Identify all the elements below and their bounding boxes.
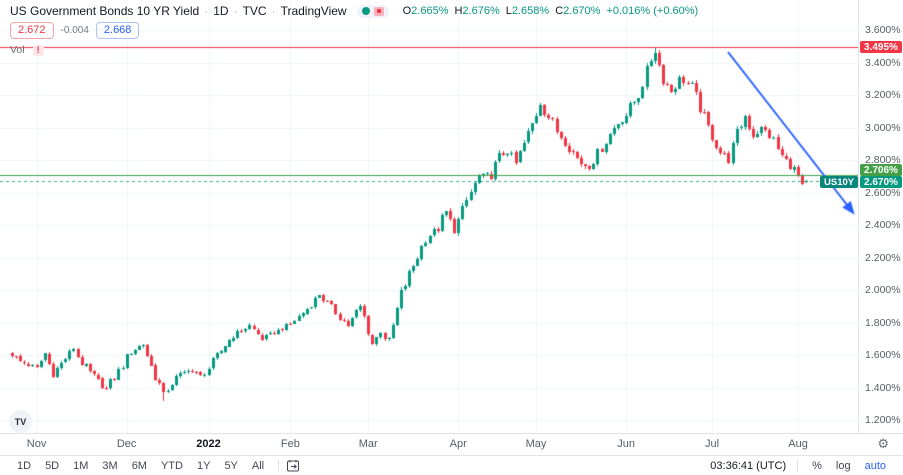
time-axis-tick-jun: Jun [617,438,635,450]
high-label: H [454,5,463,17]
time-axis-tick-dec: Dec [116,438,137,450]
price-axis-tick: 1.800% [865,316,901,329]
provider-label: TradingView [280,4,347,18]
log-scale-button[interactable]: log [835,459,851,472]
tradingview-watermark-logo: TV [9,410,32,433]
range-button-5y[interactable]: 5Y [224,459,238,472]
range-button-ytd[interactable]: YTD [160,459,183,472]
open-value: 2.665% [411,5,449,17]
time-axis-tick-apr: Apr [449,438,467,450]
market-status-pill[interactable] [356,4,389,18]
time-axis-tick-2022: 2022 [196,438,221,450]
price-axis-tick: 1.200% [865,414,901,426]
price-axis-tick: 2.800% [865,154,901,166]
symbol-price-chip: US10Y [820,176,859,189]
divider [797,459,799,472]
time-axis-tick-nov: Nov [26,438,47,450]
divider [278,459,280,472]
range-button-3m[interactable]: 3M [102,459,118,472]
range-button-5d[interactable]: 5D [45,459,60,472]
interval-label[interactable]: 1D [213,4,229,18]
current-price-badge: 2.670% [860,176,902,189]
high-value: 2.676% [462,5,500,17]
symbol-title-row[interactable]: US Government Bonds 10 YR Yield · 1D · T… [10,4,704,18]
change-value: +0.016% (+0.60%) [606,5,699,17]
green-level-price-badge: 2.706% [860,164,902,177]
price-axis[interactable]: 3.495% 2.706% 2.670% 3.600% 3.400% 3.200% 3… [858,0,903,433]
range-button-1d[interactable]: 1D [17,459,32,472]
time-axis-tick-may: May [525,438,547,450]
price-axis-tick: 1.600% [865,349,901,361]
axis-settings-gear-icon[interactable]: ⚙ [877,436,889,451]
price-axis-tick: 2.000% [865,284,901,296]
buy-price-button[interactable]: 2.668 [95,22,140,39]
low-label: L [505,5,512,17]
close-value: 2.670% [563,5,601,17]
bottom-toolbar: 1D 5D 1M 3M 6M YTD 1Y 5Y All 03:36:41 (UTC) % lo… [0,455,903,475]
price-axis-tick: 3.600% [865,24,901,36]
separator: · [271,4,276,18]
range-button-6m[interactable]: 6M [131,459,147,472]
time-axis-tick-aug: Aug [788,438,808,450]
red-level-price-badge: 3.495% [860,41,902,54]
price-axis-tick: 2.600% [865,186,901,199]
auto-scale-button[interactable]: auto [864,459,886,472]
market-open-icon [361,7,370,15]
open-label: O [402,5,412,17]
time-axis[interactable]: ⚙ Nov Dec 2022 Feb Mar Apr May Jun Jul Aug [0,433,903,455]
exchange-label: TVC [242,4,267,18]
low-value: 2.658% [511,5,550,17]
date-range-group: 1D 5D 1M 3M 6M YTD 1Y 5Y All [0,456,301,475]
sell-price-button[interactable]: 2.672 [10,22,54,39]
price-axis-tick: 3.000% [865,121,901,134]
time-axis-tick-feb: Feb [280,438,300,450]
separator: · [204,4,209,18]
volume-row: Vol ! [10,44,704,56]
price-axis-tick: 3.400% [865,56,901,69]
notification-flag-icon [373,6,384,16]
price-axis-tick: 1.400% [865,381,901,394]
bid-ask-row: 2.672 -0.004 2.668 [10,22,704,39]
ohlc-readout: O2.665% H2.676% L2.658% C2.670% +0.016% (+0.… [403,5,705,17]
clock-utc[interactable]: 03:36:41 (UTC) [710,459,787,472]
separator: · [233,4,238,18]
spread-change-value: -0.004 [60,25,89,36]
time-axis-tick-mar: Mar [358,438,378,450]
go-to-date-icon[interactable] [286,459,301,473]
price-chart-canvas[interactable] [0,0,858,433]
price-axis-tick: 3.200% [865,89,901,101]
time-axis-tick-jul: Jul [705,438,720,450]
range-button-1y[interactable]: 1Y [196,459,211,472]
volume-label: Vol [10,44,25,56]
price-axis-tick: 2.200% [865,251,901,264]
chart-legend: US Government Bonds 10 YR Yield · 1D · T… [10,4,704,56]
volume-warning-icon[interactable]: ! [32,44,44,56]
range-button-1m[interactable]: 1M [73,459,89,472]
close-label: C [555,5,564,17]
toolbar-right-group: 03:36:41 (UTC) % log auto [706,456,903,475]
range-button-all[interactable]: All [251,459,265,472]
symbol-title: US Government Bonds 10 YR Yield [10,4,200,18]
price-axis-tick: 2.400% [865,219,901,231]
percent-scale-button[interactable]: % [812,459,822,472]
